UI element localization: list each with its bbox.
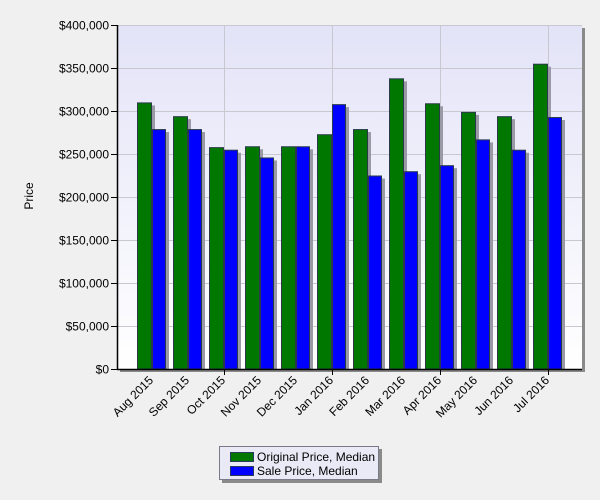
legend-label: Original Price, Median: [257, 450, 376, 464]
bar-original-price: [281, 146, 296, 370]
legend-swatch-blue: [230, 466, 254, 476]
y-tick-label: $0: [96, 363, 110, 377]
bar-sale-price: [296, 146, 310, 370]
y-tick-label: $200,000: [59, 191, 109, 205]
bar-sale-price: [368, 175, 382, 370]
bar-original-price: [497, 116, 512, 370]
bar-sale-price: [332, 104, 346, 370]
bar-sale-price: [512, 149, 526, 370]
bars: [137, 63, 565, 370]
y-tick-label: $300,000: [59, 105, 109, 119]
y-tick-label: $50,000: [66, 320, 110, 334]
bar-sale-price: [440, 165, 454, 370]
y-tick-label: $150,000: [59, 234, 109, 248]
bar-sale-price: [152, 129, 166, 370]
axes: [116, 25, 582, 371]
bar-original-price: [353, 129, 368, 370]
legend-item-original-price: Original Price, Median: [230, 450, 378, 464]
bar-sale-price: [260, 157, 274, 370]
legend-label: Sale Price, Median: [257, 464, 358, 478]
bar-original-price: [533, 63, 548, 370]
bar-sale-price: [476, 139, 490, 370]
bar-sale-price: [548, 117, 562, 370]
y-axis-title: Price: [22, 182, 36, 210]
legend: Original Price, Median Sale Price, Media…: [219, 446, 379, 480]
y-tick-label: $400,000: [59, 19, 109, 33]
bar-original-price: [137, 102, 152, 370]
bar-sale-price: [404, 171, 418, 370]
x-tick-label: Jun 2016: [471, 373, 516, 418]
bar-original-price: [389, 78, 404, 370]
bar-original-price: [209, 147, 224, 370]
bar-original-price: [317, 134, 332, 370]
legend-swatch-green: [230, 452, 254, 462]
y-tick-label: $100,000: [59, 277, 109, 291]
x-tick-label: Mar 2016: [362, 373, 408, 419]
y-tick-label: $250,000: [59, 148, 109, 162]
x-tick-label: Jul 2016: [510, 373, 552, 415]
bar-original-price: [173, 116, 188, 370]
y-tick-label: $350,000: [59, 62, 109, 76]
legend-item-sale-price: Sale Price, Median: [230, 464, 378, 478]
bar-original-price: [461, 111, 476, 370]
bar-sale-price: [224, 149, 238, 370]
bar-original-price: [245, 146, 260, 370]
y-axis-ticks: $0 $50,000 $100,000 $150,000 $200,000 $250,00…: [59, 19, 117, 377]
bar-original-price: [425, 103, 440, 370]
bar-sale-price: [188, 129, 202, 370]
